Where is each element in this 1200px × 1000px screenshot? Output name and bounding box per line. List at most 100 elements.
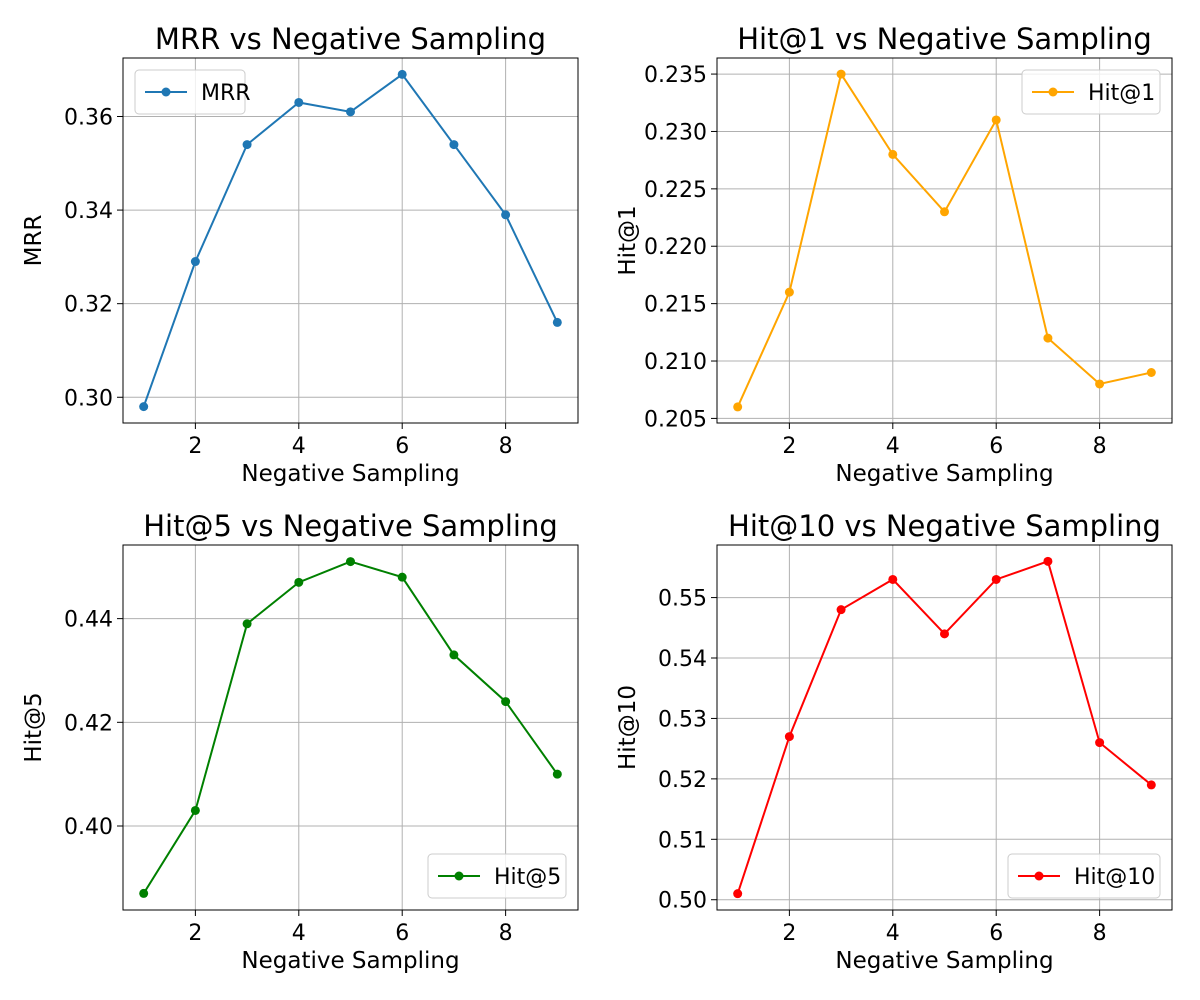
x-tick-label: 8 xyxy=(499,434,513,459)
series-line-hit-5 xyxy=(142,560,559,894)
y-tick-label: 0.205 xyxy=(644,407,707,432)
data-point-hit-10 xyxy=(1043,556,1053,566)
y-tick-label: 0.53 xyxy=(658,707,707,732)
series-line-hit-10 xyxy=(736,560,1152,894)
data-point-hit-5 xyxy=(139,888,149,898)
data-point-mrr xyxy=(242,140,252,150)
data-point-hit-5 xyxy=(552,769,562,779)
x-tick-label: 8 xyxy=(1093,434,1107,459)
chart-panel-hit-1: 2 4 6 8 0.205 0.210 0.215 0.220 0.225 0.230 0.235 H… xyxy=(615,22,1173,487)
legend-marker-hit-1 xyxy=(1048,87,1058,97)
data-point-hit-1 xyxy=(1043,333,1053,343)
x-axis-label: Negative Sampling xyxy=(835,948,1053,974)
y-tick-label: 0.210 xyxy=(644,350,707,375)
data-point-hit-10 xyxy=(733,889,743,899)
y-tick-label: 0.55 xyxy=(658,587,707,612)
x-axis-label: Negative Sampling xyxy=(241,461,459,487)
data-point-mrr xyxy=(190,257,200,267)
y-tick-label: 0.235 xyxy=(644,63,707,88)
data-point-hit-1 xyxy=(836,69,846,79)
data-point-hit-1 xyxy=(888,149,898,159)
y-tick-label: 0.220 xyxy=(644,235,707,260)
data-point-hit-5 xyxy=(242,619,252,629)
y-tick-label: 0.42 xyxy=(64,711,113,736)
x-tick-label: 2 xyxy=(782,921,796,946)
legend-marker-mrr xyxy=(161,87,171,97)
legend-marker-hit-10 xyxy=(1034,871,1044,881)
data-point-hit-5 xyxy=(294,577,304,587)
x-tick-label: 2 xyxy=(188,921,202,946)
data-point-hit-5 xyxy=(501,697,511,707)
x-tick-label: 4 xyxy=(292,434,306,459)
data-point-hit-1 xyxy=(784,287,794,297)
chart-title: Hit@1 vs Negative Sampling xyxy=(737,22,1152,56)
data-point-mrr xyxy=(346,107,355,117)
x-axis-label: Negative Sampling xyxy=(835,461,1053,487)
data-point-hit-5 xyxy=(190,805,200,815)
x-tick-label: 6 xyxy=(989,434,1003,459)
data-point-hit-5 xyxy=(346,557,355,567)
x-tick-label: 6 xyxy=(989,921,1003,946)
chart-panel-hit-5: 2 4 6 8 0.40 0.42 0.44 Hit@5 vs Negative Sampli… xyxy=(21,509,579,974)
data-point-hit-10 xyxy=(1146,780,1156,790)
legend-box xyxy=(134,69,246,115)
x-tick-label: 4 xyxy=(292,921,306,946)
legend: MRR xyxy=(134,69,251,115)
x-tick-label: 8 xyxy=(499,921,513,946)
data-point-mrr xyxy=(501,210,511,220)
data-point-hit-10 xyxy=(940,629,949,639)
data-point-hit-1 xyxy=(733,402,743,412)
legend-marker-hit-5 xyxy=(454,871,464,881)
data-point-mrr xyxy=(294,97,304,107)
legend-box xyxy=(1007,853,1161,899)
legend-box xyxy=(427,853,567,899)
y-tick-label: 0.36 xyxy=(64,105,113,130)
series-line-mrr xyxy=(142,72,559,407)
data-point-hit-10 xyxy=(1095,738,1105,748)
y-tick-label: 0.225 xyxy=(644,178,707,203)
data-point-hit-10 xyxy=(991,574,1001,584)
x-tick-label: 4 xyxy=(886,921,900,946)
data-point-hit-10 xyxy=(836,605,846,615)
data-point-hit-10 xyxy=(888,574,898,584)
x-tick-label: 2 xyxy=(188,434,202,459)
data-point-hit-1 xyxy=(991,115,1001,125)
data-point-hit-5 xyxy=(397,572,407,582)
data-point-mrr xyxy=(449,140,459,150)
x-tick-label: 4 xyxy=(886,434,900,459)
y-tick-label: 0.34 xyxy=(64,199,113,224)
y-tick-label: 0.30 xyxy=(64,386,113,411)
legend: Hit@5 xyxy=(427,853,567,899)
data-point-mrr xyxy=(139,402,149,412)
data-point-hit-10 xyxy=(784,732,794,742)
y-tick-label: 0.215 xyxy=(644,293,707,318)
legend-label: Hit@10 xyxy=(1074,865,1155,890)
x-tick-label: 8 xyxy=(1093,921,1107,946)
data-point-mrr xyxy=(397,69,407,79)
y-axis-label: Hit@1 xyxy=(615,205,641,275)
legend: Hit@1 xyxy=(1021,69,1161,115)
data-point-hit-1 xyxy=(1095,379,1105,389)
chart-title: MRR vs Negative Sampling xyxy=(155,22,546,56)
chart-title: Hit@10 vs Negative Sampling xyxy=(728,509,1161,543)
legend-box xyxy=(1021,69,1161,115)
axes-frame xyxy=(716,57,1173,424)
chart-panel-mrr: 2 4 6 8 0.30 0.32 0.34 0.36 MRR vs Negative Samp… xyxy=(21,22,579,487)
series-line-hit-1 xyxy=(736,71,1152,408)
x-tick-label: 6 xyxy=(395,434,409,459)
y-tick-label: 0.52 xyxy=(658,768,707,793)
x-tick-label: 2 xyxy=(782,434,796,459)
y-tick-label: 0.32 xyxy=(64,293,113,318)
x-axis-label: Negative Sampling xyxy=(241,948,459,974)
y-axis-label: Hit@5 xyxy=(21,692,47,762)
chart-panel-hit-10: 2 4 6 8 0.50 0.51 0.52 0.53 0.54 0.55 Hit@10 vs Ne… xyxy=(615,509,1173,974)
data-point-hit-1 xyxy=(1146,367,1156,377)
y-axis-label: Hit@10 xyxy=(615,685,641,770)
data-point-hit-1 xyxy=(940,207,949,217)
chart-title: Hit@5 vs Negative Sampling xyxy=(143,509,558,543)
axes-frame xyxy=(122,57,579,424)
axes-frame xyxy=(716,544,1173,911)
y-axis-label: MRR xyxy=(21,215,47,267)
y-tick-label: 0.50 xyxy=(658,889,707,914)
